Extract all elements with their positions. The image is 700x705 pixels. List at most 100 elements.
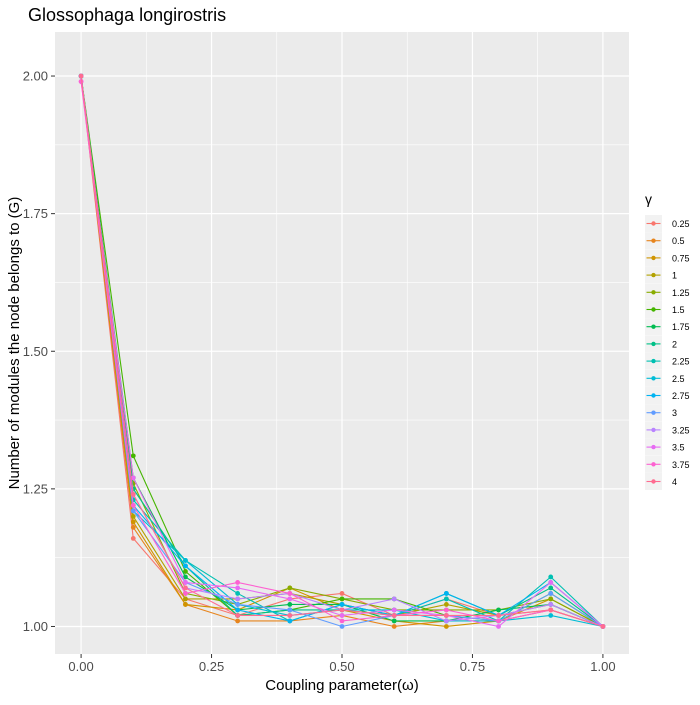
legend-key-point [651, 358, 656, 364]
data-point [130, 524, 136, 530]
chart-title: Glossophaga longirostris [28, 5, 226, 25]
data-point [496, 624, 501, 629]
data-point [391, 624, 397, 629]
data-point [183, 574, 188, 580]
legend-item-0.5: 0.5 [645, 232, 685, 250]
data-point [548, 591, 554, 596]
y-tick-label: 1.25 [23, 481, 48, 496]
data-point [183, 602, 188, 607]
data-point [235, 580, 241, 585]
legend-key-point [651, 479, 656, 484]
legend-key-point [651, 341, 656, 347]
y-tick-label: 2.00 [23, 69, 48, 84]
legend-key-point [651, 307, 656, 312]
data-point [339, 624, 345, 629]
data-point [339, 607, 345, 613]
legend-label: 0.25 [672, 219, 690, 229]
x-tick-label: 0.00 [68, 659, 93, 674]
data-point [130, 475, 136, 481]
legend-key-point [651, 444, 656, 450]
data-point [235, 602, 241, 607]
data-point [391, 607, 397, 613]
data-point [235, 618, 241, 624]
legend-item-0.25: 0.25 [645, 215, 690, 232]
data-point [287, 613, 293, 618]
legend: γ 0.25 0.5 0.75 1 1.25 1.5 1.75 2 2.25 2.5 2.75 3 3.… [645, 191, 690, 490]
data-point [548, 613, 554, 618]
series-4 [78, 73, 606, 629]
legend-item-2.75: 2.75 [645, 387, 690, 404]
data-point [130, 491, 136, 497]
data-point [287, 591, 293, 596]
data-point [339, 618, 345, 624]
data-point [130, 502, 136, 508]
legend-label: 3 [672, 408, 677, 418]
data-point [130, 508, 136, 514]
data-point [183, 591, 188, 596]
data-point [235, 613, 241, 618]
legend-title: γ [645, 191, 652, 207]
legend-key-point [651, 324, 656, 329]
legend-key-point [651, 272, 656, 278]
data-point [443, 607, 449, 613]
data-point [235, 585, 241, 591]
legend-key-point [651, 376, 656, 381]
legend-label: 4 [672, 477, 677, 487]
data-point [287, 602, 293, 607]
legend-item-3.75: 3.75 [645, 455, 690, 473]
data-point [548, 596, 554, 602]
data-point [183, 585, 188, 591]
legend-item-1.5: 1.5 [645, 301, 685, 318]
legend-item-2.25: 2.25 [645, 352, 690, 370]
data-point [548, 585, 554, 591]
legend-key-point [651, 462, 656, 467]
legend-label: 1.5 [672, 305, 685, 315]
legend-item-1: 1 [645, 266, 677, 284]
data-point [443, 618, 449, 624]
data-point [391, 618, 397, 624]
y-tick-label: 1.75 [23, 206, 48, 221]
x-tick-label: 0.50 [329, 659, 354, 674]
data-point [183, 563, 188, 569]
data-point [287, 607, 293, 613]
y-tick-label: 1.50 [23, 344, 48, 359]
data-point [548, 574, 554, 580]
data-point [130, 453, 136, 459]
data-point [548, 607, 554, 613]
data-point [600, 624, 606, 629]
legend-label: 1 [672, 271, 677, 281]
legend-item-2.5: 2.5 [645, 369, 685, 387]
legend-label: 3.25 [672, 425, 690, 435]
y-tick-label: 1.00 [23, 619, 48, 634]
data-point [287, 585, 293, 591]
data-point [443, 596, 449, 602]
data-point [130, 536, 136, 541]
x-tick-label: 0.25 [199, 659, 224, 674]
x-axis-label: Coupling parameter(ω) [265, 677, 418, 694]
legend-key-point [651, 255, 656, 261]
legend-label: 3.75 [672, 460, 690, 470]
data-point [183, 596, 188, 602]
data-point [183, 569, 188, 574]
legend-label: 0.75 [672, 253, 690, 263]
x-tick-label: 0.75 [460, 659, 485, 674]
data-point [287, 596, 293, 602]
legend-item-0.75: 0.75 [645, 249, 690, 267]
data-point [391, 613, 397, 618]
data-point [391, 596, 397, 602]
data-point [339, 596, 345, 602]
series-group [78, 73, 606, 629]
legend-label: 1.75 [672, 322, 690, 332]
legend-label: 0.5 [672, 236, 685, 246]
data-point [339, 613, 345, 618]
legend-item-3: 3 [645, 404, 677, 422]
legend-key-point [651, 393, 656, 398]
data-point [235, 607, 241, 613]
data-point [78, 73, 84, 79]
legend-key-point [651, 238, 656, 243]
data-point [443, 613, 449, 618]
data-point [496, 618, 501, 624]
legend-label: 2.5 [672, 374, 685, 384]
